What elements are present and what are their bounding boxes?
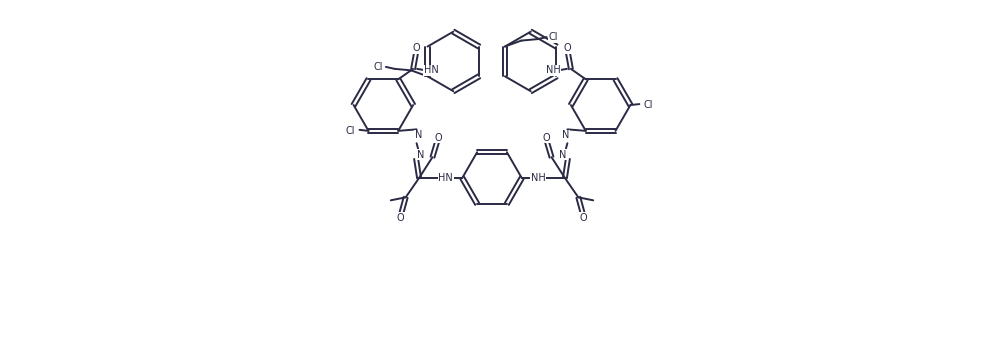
Text: Cl: Cl xyxy=(345,126,355,136)
Text: O: O xyxy=(580,213,587,223)
Text: N: N xyxy=(417,150,425,160)
Text: Cl: Cl xyxy=(644,100,653,110)
Text: O: O xyxy=(542,133,550,143)
Text: N: N xyxy=(562,130,569,140)
Text: HN: HN xyxy=(423,65,438,75)
Text: O: O xyxy=(434,133,442,143)
Text: O: O xyxy=(564,43,571,53)
Text: Cl: Cl xyxy=(374,62,384,72)
Text: Cl: Cl xyxy=(549,32,559,42)
Text: HN: HN xyxy=(439,173,454,183)
Text: N: N xyxy=(559,150,567,160)
Text: O: O xyxy=(413,43,420,53)
Text: O: O xyxy=(397,213,404,223)
Text: NH: NH xyxy=(530,173,545,183)
Text: NH: NH xyxy=(546,65,561,75)
Text: N: N xyxy=(415,130,422,140)
